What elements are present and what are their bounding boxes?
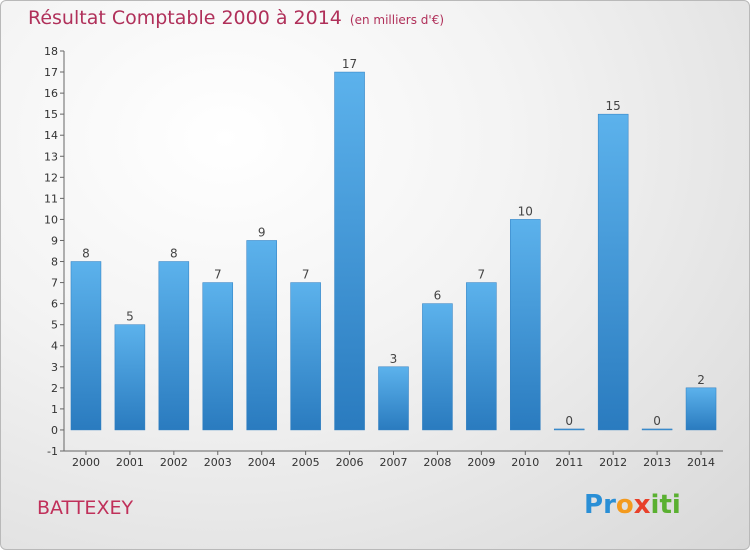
bar-value-label: 7: [214, 268, 222, 282]
bar: [334, 71, 365, 431]
bar: [158, 261, 190, 431]
bar: [553, 428, 585, 431]
y-tick-label: 14: [44, 129, 58, 142]
y-tick-label: 0: [51, 424, 58, 437]
chart-title-text: Résultat Comptable 2000 à 2014: [28, 7, 342, 29]
bar-value-label: 9: [258, 225, 266, 239]
bar-value-label: 6: [434, 289, 442, 303]
y-tick-label: 10: [44, 213, 58, 226]
logo-letter: t: [659, 490, 672, 520]
bar: [597, 113, 629, 431]
bar: [422, 303, 453, 431]
y-tick-label: 7: [51, 277, 58, 290]
bar: [641, 428, 673, 431]
x-tick-label: 2002: [160, 456, 188, 469]
y-tick-label: 3: [51, 361, 58, 374]
bar: [70, 261, 102, 431]
y-tick-label: 6: [51, 298, 58, 311]
proxiti-logo: Proxiti: [584, 490, 681, 520]
bar-value-label: 17: [342, 57, 357, 71]
y-tick-label: 15: [44, 108, 58, 121]
y-tick-label: 5: [51, 319, 58, 332]
bar: [510, 219, 541, 431]
bar-value-label: 3: [390, 352, 398, 366]
bar-value-label: 0: [565, 414, 573, 428]
logo-letter: P: [584, 490, 604, 520]
bar: [246, 240, 277, 431]
y-tick-label: 4: [51, 340, 58, 353]
x-tick-label: 2006: [336, 456, 364, 469]
logo-letter: x: [633, 490, 651, 520]
x-tick-label: 2008: [423, 456, 451, 469]
bar: [202, 282, 234, 431]
x-tick-label: 2004: [248, 456, 276, 469]
bar-value-label: 0: [653, 414, 661, 428]
chart-subtitle: (en milliers d'€): [349, 13, 445, 27]
bar-value-label: 15: [606, 99, 621, 113]
x-tick-label: 2009: [467, 456, 495, 469]
x-tick-label: 2007: [380, 456, 408, 469]
bar-value-label: 8: [170, 247, 178, 261]
x-tick-label: 2003: [204, 456, 232, 469]
y-tick-label: 2: [51, 382, 58, 395]
chart-title: Résultat Comptable 2000 à 2014 (en millie…: [28, 7, 444, 29]
bar: [114, 324, 146, 431]
x-tick-label: 2010: [511, 456, 539, 469]
y-tick-label: 12: [44, 171, 58, 184]
bar-value-label: 7: [302, 268, 310, 282]
x-tick-label: 2011: [555, 456, 583, 469]
y-tick-label: -1: [47, 445, 58, 458]
bar-value-label: 5: [126, 310, 134, 324]
bar: [290, 282, 321, 431]
x-tick-label: 2000: [72, 456, 100, 469]
x-tick-label: 2013: [643, 456, 671, 469]
y-tick-label: 1: [51, 403, 58, 416]
x-tick-label: 2012: [599, 456, 627, 469]
x-tick-label: 2005: [292, 456, 320, 469]
bar-value-label: 10: [518, 204, 533, 218]
logo-letter: r: [603, 490, 616, 520]
x-tick-label: 2014: [687, 456, 715, 469]
y-tick-label: 13: [44, 150, 58, 163]
logo-letter: i: [671, 490, 681, 520]
y-tick-label: 9: [51, 234, 58, 247]
x-tick-label: 2001: [116, 456, 144, 469]
bar: [466, 282, 497, 431]
logo-letter: o: [615, 490, 634, 520]
bar: [685, 387, 717, 431]
y-tick-label: 18: [44, 45, 58, 58]
logo-letter: i: [650, 490, 660, 520]
y-tick-label: 11: [44, 192, 58, 205]
bar-value-label: 7: [478, 268, 486, 282]
place-name: BATTEXEY: [37, 497, 134, 519]
bar: [378, 366, 409, 431]
bar-value-label: 2: [697, 373, 705, 387]
y-tick-label: 17: [44, 66, 58, 79]
bar-value-label: 8: [82, 247, 90, 261]
y-tick-label: 8: [51, 256, 58, 269]
y-tick-label: 16: [44, 87, 58, 100]
